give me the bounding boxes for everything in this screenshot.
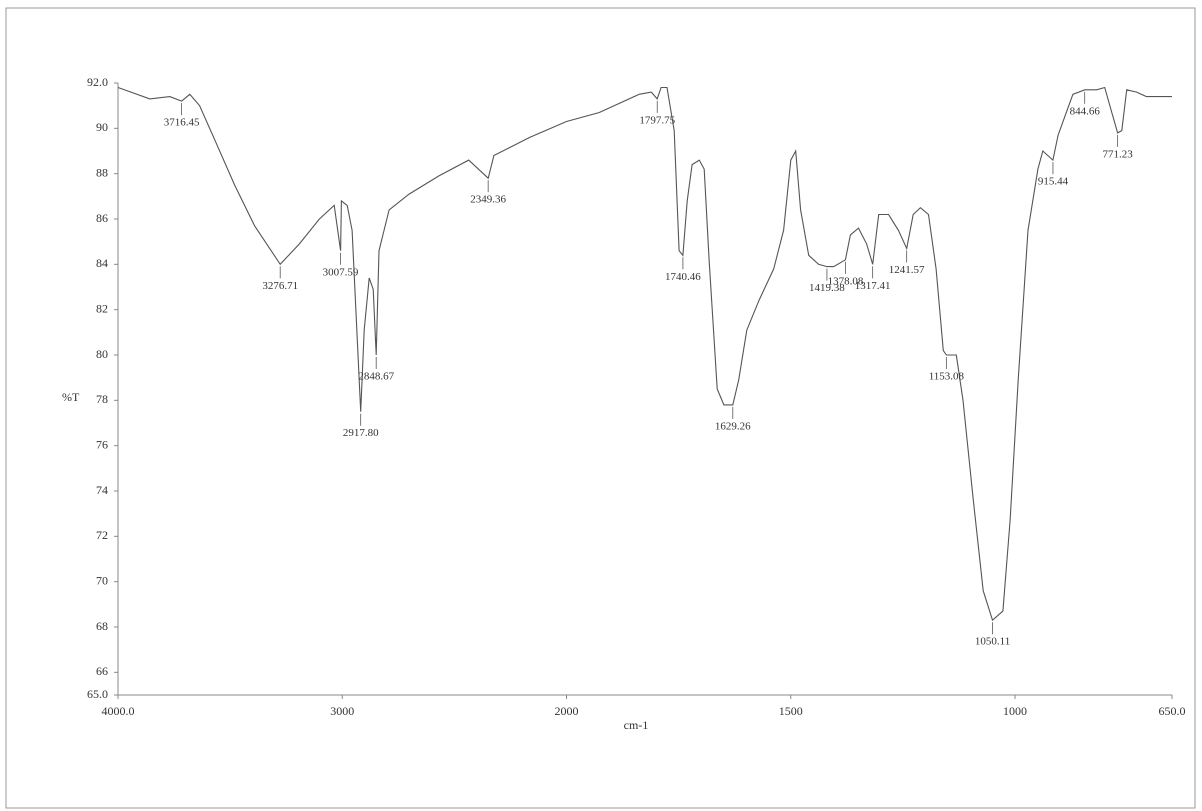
peak-label: 1629.26 <box>715 420 751 432</box>
y-tick-label: 76 <box>96 437 108 451</box>
y-tick-label: 80 <box>96 347 108 361</box>
peak-label: 771.23 <box>1103 148 1134 160</box>
peak-label: 1378.08 <box>828 275 864 287</box>
y-tick-label: 66 <box>96 664 108 678</box>
peak-label: 844.66 <box>1070 105 1101 117</box>
peak-label: 1153.08 <box>929 371 965 383</box>
frame <box>5 7 1196 809</box>
y-tick-label: 84 <box>96 256 108 270</box>
y-tick-label: 72 <box>96 528 108 542</box>
y-tick-label: 78 <box>96 392 108 406</box>
peak-label: 1740.46 <box>665 271 701 283</box>
x-tick-label: 650.0 <box>1159 704 1186 718</box>
x-tick-label: 2000 <box>555 704 579 718</box>
peak-label: 2848.67 <box>358 371 394 383</box>
peak-label: 1241.57 <box>889 264 925 276</box>
y-tick-label: 82 <box>96 301 108 315</box>
x-tick-label: 4000.0 <box>102 704 135 718</box>
peak-label: 1419.38 <box>809 282 845 294</box>
peak-label: 1050.11 <box>975 636 1010 648</box>
y-tick-label: 70 <box>96 573 108 587</box>
y-tick-label: 65.0 <box>87 687 108 701</box>
x-axis-label: cm-1 <box>624 718 649 732</box>
x-tick-label: 3000 <box>330 704 354 718</box>
y-axis-label: %T <box>62 390 80 404</box>
peak-label: 2917.80 <box>343 427 379 439</box>
peak-label: 915.44 <box>1038 176 1069 188</box>
spectrum-line <box>117 86 1172 622</box>
peak-label: 2349.36 <box>470 194 506 206</box>
y-tick-label: 86 <box>96 211 108 225</box>
y-tick-label: 68 <box>96 619 108 633</box>
peak-label: 1797.75 <box>639 114 675 126</box>
peak-label: 3716.45 <box>164 117 200 129</box>
x-tick-label: 1500 <box>779 704 803 718</box>
y-tick-label: 88 <box>96 165 108 179</box>
peak-label: 3007.59 <box>323 266 359 278</box>
y-tick-label: 74 <box>96 483 108 497</box>
peak-label: 3276.71 <box>262 280 298 292</box>
x-tick-label: 1000 <box>1003 704 1027 718</box>
y-tick-label: 92.0 <box>87 75 108 89</box>
y-tick-label: 90 <box>96 120 108 134</box>
peak-label: 1317.41 <box>855 280 891 292</box>
